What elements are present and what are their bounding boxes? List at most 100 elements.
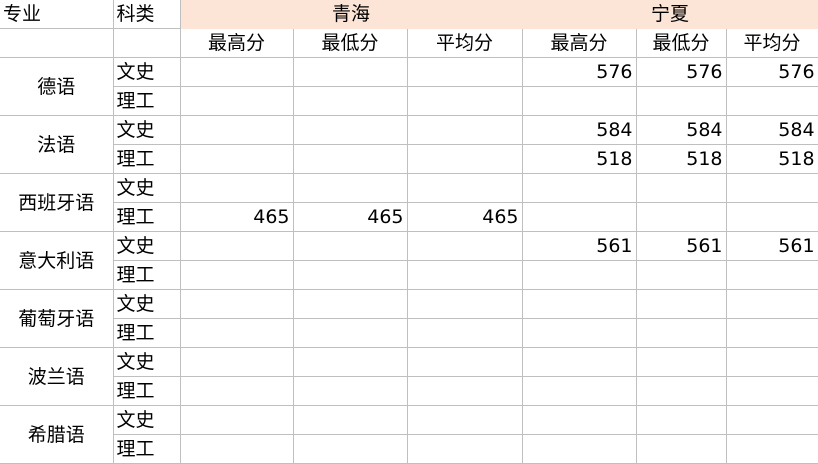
major-name[interactable]: 葡萄牙语 [0, 289, 114, 348]
score-cell[interactable] [179, 57, 294, 87]
score-cell[interactable]: 465 [179, 202, 294, 232]
score-cell[interactable] [521, 318, 637, 348]
score-cell[interactable] [635, 434, 727, 464]
header-region-ningxia[interactable]: 宁夏 [521, 0, 818, 29]
score-cell[interactable] [521, 86, 637, 116]
category-cell[interactable]: 文史 [112, 231, 181, 261]
score-cell[interactable] [292, 173, 408, 203]
score-cell[interactable] [725, 376, 818, 406]
score-cell[interactable] [635, 86, 727, 116]
score-cell[interactable] [179, 115, 294, 145]
score-cell[interactable] [292, 434, 408, 464]
score-cell[interactable] [406, 376, 523, 406]
score-cell[interactable] [635, 376, 727, 406]
score-cell[interactable]: 561 [725, 231, 818, 261]
score-cell[interactable] [292, 318, 408, 348]
score-cell[interactable]: 576 [725, 57, 818, 87]
score-cell[interactable] [179, 86, 294, 116]
category-cell[interactable]: 文史 [112, 289, 181, 319]
score-cell[interactable]: 584 [635, 115, 727, 145]
major-name[interactable]: 波兰语 [0, 347, 114, 406]
score-cell[interactable] [292, 376, 408, 406]
score-cell[interactable] [635, 405, 727, 435]
score-cell[interactable] [179, 231, 294, 261]
header-max[interactable]: 最高分 [179, 28, 294, 58]
header-min[interactable]: 最低分 [292, 28, 408, 58]
score-cell[interactable]: 518 [725, 144, 818, 174]
category-cell[interactable]: 文史 [112, 405, 181, 435]
score-cell[interactable] [292, 260, 408, 290]
score-cell[interactable] [292, 289, 408, 319]
score-cell[interactable] [725, 173, 818, 203]
score-cell[interactable] [521, 202, 637, 232]
score-cell[interactable] [725, 260, 818, 290]
category-cell[interactable]: 理工 [112, 318, 181, 348]
score-cell[interactable] [725, 86, 818, 116]
score-cell[interactable] [521, 347, 637, 377]
score-cell[interactable] [179, 173, 294, 203]
score-cell[interactable] [725, 289, 818, 319]
score-cell[interactable] [179, 289, 294, 319]
score-cell[interactable] [521, 260, 637, 290]
score-cell[interactable] [179, 347, 294, 377]
score-cell[interactable] [406, 173, 523, 203]
score-cell[interactable] [635, 289, 727, 319]
category-cell[interactable]: 理工 [112, 202, 181, 232]
score-cell[interactable] [725, 405, 818, 435]
score-cell[interactable] [635, 173, 727, 203]
category-cell[interactable]: 理工 [112, 434, 181, 464]
category-cell[interactable]: 文史 [112, 173, 181, 203]
score-cell[interactable] [406, 289, 523, 319]
score-cell[interactable]: 518 [521, 144, 637, 174]
score-cell[interactable]: 584 [521, 115, 637, 145]
score-cell[interactable] [179, 434, 294, 464]
major-name[interactable]: 意大利语 [0, 231, 114, 290]
score-cell[interactable] [292, 86, 408, 116]
score-cell[interactable] [179, 376, 294, 406]
score-cell[interactable] [406, 144, 523, 174]
score-cell[interactable] [635, 347, 727, 377]
header-region-qinghai[interactable]: 青海 [179, 0, 523, 29]
score-cell[interactable] [406, 115, 523, 145]
score-cell[interactable]: 576 [521, 57, 637, 87]
score-cell[interactable]: 576 [635, 57, 727, 87]
score-cell[interactable] [179, 318, 294, 348]
score-cell[interactable]: 518 [635, 144, 727, 174]
header-avg[interactable]: 平均分 [406, 28, 523, 58]
cell[interactable] [112, 28, 181, 58]
score-cell[interactable] [725, 318, 818, 348]
score-cell[interactable] [292, 115, 408, 145]
major-name[interactable]: 西班牙语 [0, 173, 114, 232]
score-cell[interactable] [292, 57, 408, 87]
header-max[interactable]: 最高分 [521, 28, 637, 58]
category-cell[interactable]: 文史 [112, 57, 181, 87]
category-cell[interactable]: 理工 [112, 144, 181, 174]
score-cell[interactable] [635, 202, 727, 232]
score-cell[interactable] [406, 86, 523, 116]
score-cell[interactable]: 561 [635, 231, 727, 261]
score-cell[interactable] [406, 57, 523, 87]
score-cell[interactable] [406, 405, 523, 435]
score-cell[interactable]: 465 [292, 202, 408, 232]
header-avg[interactable]: 平均分 [725, 28, 818, 58]
category-cell[interactable]: 文史 [112, 115, 181, 145]
score-cell[interactable] [725, 347, 818, 377]
score-cell[interactable] [635, 260, 727, 290]
score-cell[interactable] [406, 434, 523, 464]
score-cell[interactable] [406, 347, 523, 377]
score-cell[interactable] [521, 405, 637, 435]
category-cell[interactable]: 文史 [112, 347, 181, 377]
score-cell[interactable] [521, 173, 637, 203]
score-cell[interactable]: 584 [725, 115, 818, 145]
category-cell[interactable]: 理工 [112, 376, 181, 406]
score-cell[interactable] [521, 434, 637, 464]
score-cell[interactable] [179, 405, 294, 435]
major-name[interactable]: 希腊语 [0, 405, 114, 464]
header-major[interactable]: 专业 [0, 0, 114, 29]
score-cell[interactable] [635, 318, 727, 348]
score-cell[interactable] [406, 260, 523, 290]
score-cell[interactable] [292, 144, 408, 174]
header-category[interactable]: 科类 [112, 0, 181, 29]
major-name[interactable]: 德语 [0, 57, 114, 116]
score-cell[interactable] [725, 202, 818, 232]
